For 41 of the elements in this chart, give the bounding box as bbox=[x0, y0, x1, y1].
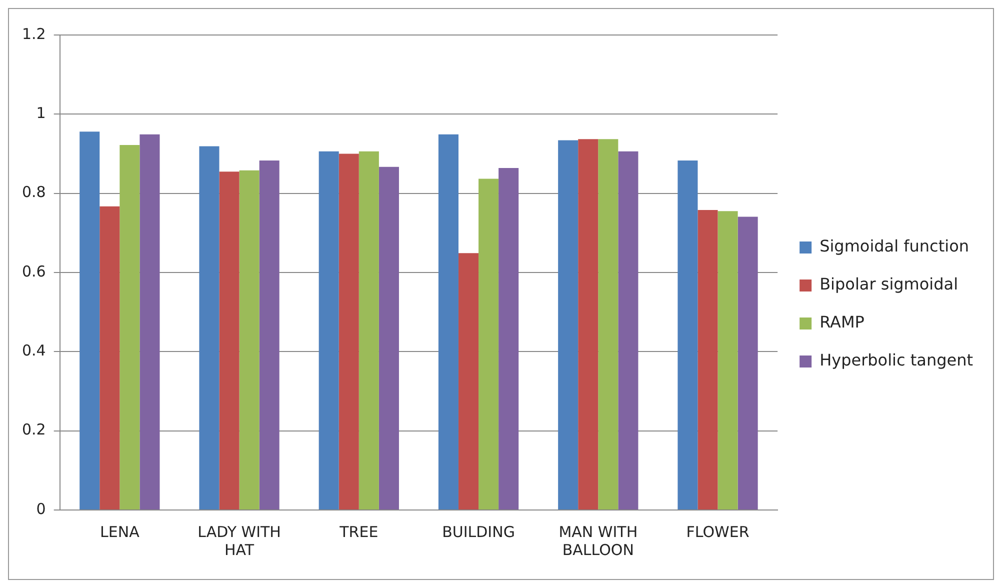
legend-label: Hyperbolic tangent bbox=[820, 350, 974, 370]
legend-label: RAMP bbox=[820, 312, 865, 332]
x-tick-label: TREE bbox=[338, 522, 378, 541]
bar bbox=[219, 172, 240, 510]
bar bbox=[120, 145, 140, 510]
bar bbox=[358, 151, 379, 510]
bar bbox=[698, 210, 718, 510]
x-tick-label: LENA bbox=[100, 522, 140, 541]
bar bbox=[598, 139, 618, 510]
bar bbox=[438, 134, 458, 510]
bar bbox=[558, 140, 578, 510]
bar bbox=[318, 151, 339, 510]
x-tick-label: MAN WITH BALLOON bbox=[558, 522, 638, 559]
y-tick-label: 0 bbox=[36, 500, 46, 518]
bar bbox=[378, 166, 399, 510]
bar bbox=[678, 160, 698, 510]
y-tick-label: 0.2 bbox=[22, 420, 46, 439]
bar bbox=[338, 154, 359, 510]
y-tick-label: 0.4 bbox=[22, 342, 46, 360]
bar bbox=[498, 168, 519, 510]
y-tick-label: 1 bbox=[36, 104, 46, 122]
bar bbox=[140, 134, 160, 510]
legend-label: Sigmoidal function bbox=[820, 236, 970, 256]
x-tick-label: LADY WITH HAT bbox=[198, 522, 281, 559]
x-tick-label: BUILDING bbox=[442, 522, 515, 541]
bar bbox=[618, 151, 638, 510]
bar bbox=[80, 132, 100, 510]
y-tick-label: 0.6 bbox=[22, 262, 46, 280]
y-tick-label: 1.2 bbox=[22, 24, 46, 43]
bar bbox=[199, 146, 220, 510]
bar bbox=[738, 216, 758, 510]
bar bbox=[259, 160, 280, 510]
bar bbox=[578, 139, 598, 510]
bar bbox=[478, 178, 499, 510]
bar bbox=[718, 211, 738, 510]
bar bbox=[458, 253, 479, 510]
bar bbox=[239, 170, 260, 510]
bar bbox=[100, 206, 120, 510]
x-tick-label: FLOWER bbox=[686, 522, 750, 541]
y-tick-label: 0.8 bbox=[22, 183, 46, 202]
legend-label: Bipolar sigmoidal bbox=[820, 274, 958, 294]
